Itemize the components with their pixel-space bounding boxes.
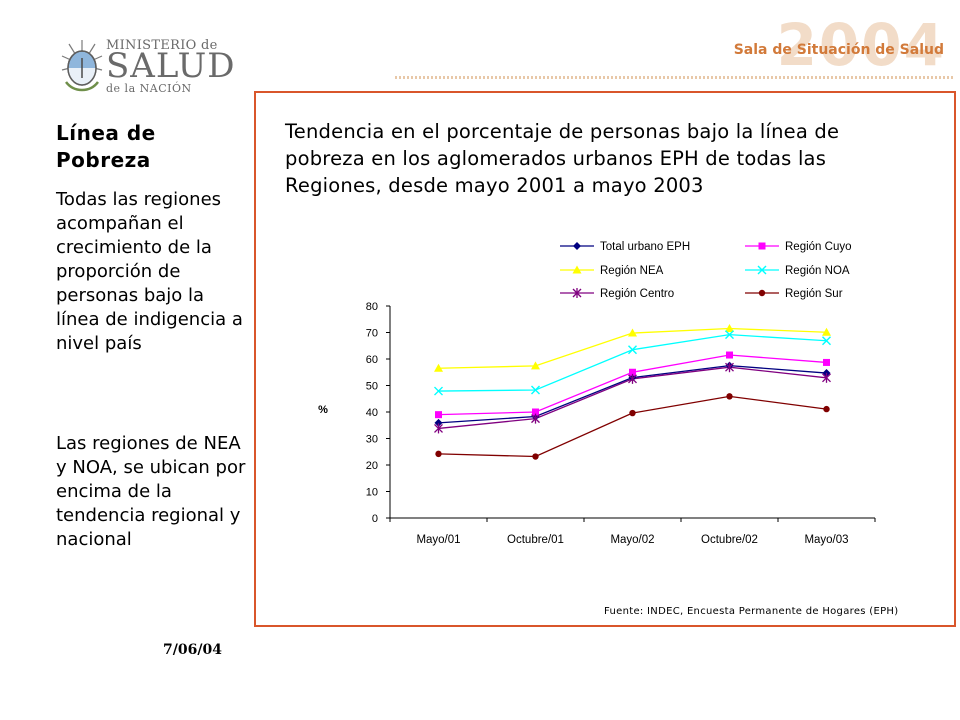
data-point — [822, 372, 831, 383]
legend-label: Región NOA — [785, 265, 850, 277]
logo-salud-text: SALUD — [106, 46, 236, 86]
series-line — [438, 395, 827, 458]
y-tick-label: 20 — [366, 460, 378, 472]
data-point — [725, 330, 734, 340]
year-watermark: 2004 — [776, 11, 946, 79]
data-point — [435, 450, 442, 458]
legend-label: Región Cuyo — [785, 241, 851, 253]
legend-item: Región NOA — [745, 265, 850, 277]
chart-source: Fuente: INDEC, Encuesta Permanente de Ho… — [604, 606, 899, 617]
data-point — [572, 265, 582, 274]
legend-item: Región Centro — [560, 288, 674, 300]
y-tick-label: 0 — [372, 513, 378, 525]
data-point — [434, 363, 443, 372]
y-tick-label: 30 — [366, 434, 378, 446]
data-point — [628, 373, 637, 384]
data-point — [823, 358, 830, 366]
y-axis-label: % — [318, 404, 328, 416]
legend-item: Total urbano EPH — [560, 241, 690, 253]
x-tick-label: Mayo/01 — [416, 534, 460, 546]
legend-label: Región Centro — [600, 288, 674, 300]
y-tick-label: 80 — [366, 301, 378, 313]
data-point — [434, 418, 443, 427]
data-point — [532, 408, 539, 416]
data-point — [572, 288, 582, 298]
data-point — [629, 409, 636, 417]
logo-nacion-text: de la NACIÓN — [106, 82, 192, 95]
x-tick-label: Octubre/02 — [701, 534, 758, 546]
header-banner: 2004 Sala de Situación de Salud — [706, 14, 946, 76]
legend-item: Región Sur — [745, 288, 843, 300]
logo-ministerio-text: MINISTERIO de — [106, 38, 218, 53]
data-point — [434, 423, 443, 434]
line-chart: 0 10 20 30 40 50 60 70 80 Mayo/01 Octubre/01 Mayo/0… — [318, 241, 876, 546]
chart-title: Tendencia en el porcentaje de personas b… — [285, 120, 840, 197]
summary-paragraph-2: Las regiones de NEA y NOA, se ubican por… — [56, 433, 246, 550]
data-point — [726, 351, 733, 359]
legend-label: Región NEA — [600, 265, 664, 277]
data-point — [434, 386, 443, 396]
x-tick-label: Mayo/03 — [804, 534, 848, 546]
data-point — [629, 368, 636, 376]
y-tick-label: 10 — [366, 487, 378, 499]
data-point — [531, 385, 540, 395]
data-point — [628, 328, 637, 337]
legend-item: Región NEA — [560, 265, 664, 277]
data-point — [725, 324, 734, 333]
summary-paragraph-1: Todas las regiones acompañan el crecimie… — [56, 189, 243, 354]
data-point — [823, 405, 830, 413]
y-tick-label: 70 — [366, 328, 378, 340]
data-point — [532, 453, 539, 460]
series-line — [438, 354, 827, 416]
data-point — [531, 361, 540, 370]
data-point — [758, 242, 766, 250]
data-point — [573, 242, 581, 250]
data-point — [725, 362, 734, 373]
data-point — [531, 413, 540, 424]
data-point — [435, 411, 442, 419]
slide-date: 7/06/04 — [163, 642, 222, 658]
section-title: Línea de Pobreza — [56, 121, 156, 172]
data-point — [758, 289, 766, 297]
legend-item: Región Cuyo — [745, 241, 851, 253]
data-point — [822, 327, 831, 336]
header-divider — [395, 76, 955, 79]
data-point — [628, 345, 637, 355]
data-point — [726, 393, 733, 400]
data-point — [822, 336, 831, 346]
x-tick-label: Mayo/02 — [610, 534, 654, 546]
y-tick-label: 40 — [366, 407, 378, 419]
y-tick-label: 60 — [366, 354, 378, 366]
legend-label: Total urbano EPH — [600, 241, 690, 253]
ministerio-logo: MINISTERIO de SALUD de la NACIÓN — [60, 36, 234, 96]
sala-situacion-title: Sala de Situación de Salud — [733, 42, 944, 58]
legend-label: Región Sur — [785, 288, 843, 300]
x-tick-label: Octubre/01 — [507, 534, 564, 546]
data-point — [757, 265, 767, 275]
argentina-seal-icon — [61, 40, 103, 92]
chart-frame — [254, 91, 956, 627]
y-tick-label: 50 — [366, 381, 378, 393]
